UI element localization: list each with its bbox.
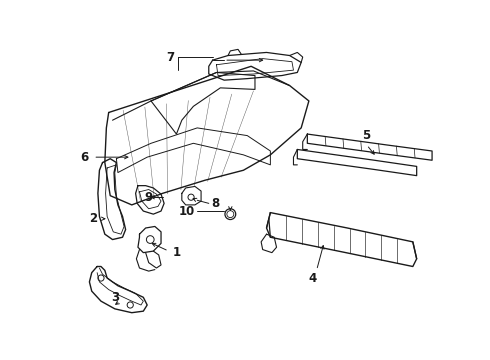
Text: 4: 4 [309,271,317,284]
Text: 2: 2 [89,212,98,225]
Text: 3: 3 [111,291,119,304]
Text: 6: 6 [80,150,88,164]
Text: 10: 10 [179,204,196,217]
Text: 7: 7 [166,50,174,64]
Text: 8: 8 [211,197,219,210]
Text: 1: 1 [172,246,180,259]
Text: 5: 5 [363,129,371,142]
Text: 9: 9 [145,191,153,204]
